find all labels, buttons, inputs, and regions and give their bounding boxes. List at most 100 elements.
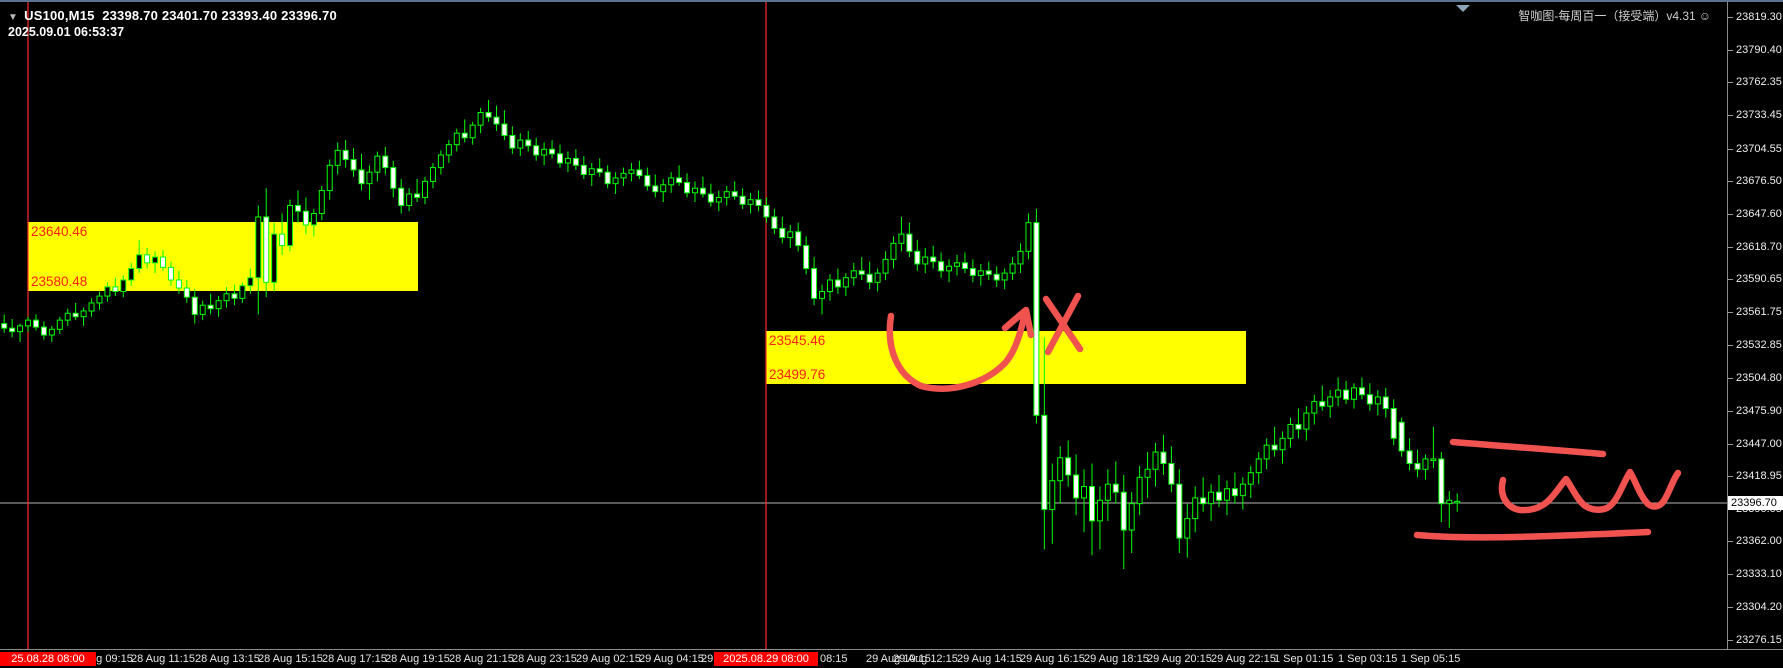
time-axis-label: 29 Aug 14:15 — [957, 653, 1022, 665]
price-axis-label: 23733.45 — [1736, 109, 1782, 121]
time-axis-label: 29 Aug 12:15 — [893, 653, 958, 665]
drawn-arrow-head[interactable] — [1001, 306, 1035, 339]
bull-candle — [1311, 401, 1318, 414]
bear-candle — [144, 254, 151, 264]
bear-candle — [644, 175, 651, 187]
bull-candle — [1263, 444, 1270, 460]
bull-candle — [1025, 222, 1032, 252]
supply-zone-1[interactable] — [28, 222, 418, 291]
bull-candle — [1223, 488, 1230, 501]
bull-candle — [1096, 499, 1103, 522]
bear-candle — [731, 191, 738, 197]
bull-candle — [469, 124, 476, 139]
bull-candle — [128, 268, 135, 281]
bear-candle — [596, 168, 603, 173]
bear-candle — [1033, 222, 1040, 416]
bear-candle — [279, 233, 286, 247]
bear-candle — [1398, 421, 1405, 452]
bull-candle — [898, 233, 905, 244]
bull-candle — [882, 258, 889, 274]
time-axis-label: 29 Aug 10:15 — [866, 653, 931, 665]
bull-candle — [1351, 387, 1357, 400]
bull-candle — [48, 328, 55, 336]
bear-candle — [1168, 463, 1175, 485]
price-axis-label: 23504.80 — [1736, 372, 1782, 384]
bear-candle — [485, 112, 492, 118]
price-tick — [1727, 115, 1733, 116]
bear-candle — [1176, 483, 1183, 539]
bull-candle — [1446, 499, 1453, 505]
smiley-icon[interactable]: ☺ — [1698, 9, 1711, 23]
bear-candle — [183, 287, 190, 298]
drawn-w-squiggle[interactable] — [1498, 468, 1682, 514]
price-axis-label: 23561.75 — [1736, 306, 1782, 318]
symbol-dropdown-icon[interactable]: ▼ — [8, 12, 19, 23]
drawn-x-mark[interactable] — [1044, 292, 1082, 356]
bull-candle — [787, 231, 794, 239]
bear-candle — [1041, 414, 1048, 510]
bear-candle — [993, 273, 1000, 281]
drawn-arrow[interactable] — [886, 312, 1028, 392]
bear-candle — [930, 256, 937, 263]
time-axis-label: 28 Aug 19:15 — [385, 653, 450, 665]
bear-candle — [914, 250, 921, 265]
bull-candle — [588, 168, 595, 175]
symbol-header: ▼ US100,M15 23398.70 23401.70 23393.40 23… — [8, 8, 337, 23]
price-tick — [1727, 640, 1733, 641]
bear-candle — [533, 145, 540, 156]
bear-candle — [572, 157, 579, 166]
bear-candle — [938, 261, 945, 272]
price-tick — [1727, 378, 1733, 379]
bull-candle — [56, 319, 63, 330]
bull-candle — [819, 290, 826, 299]
bull-candle — [1001, 272, 1008, 281]
bear-candle — [1231, 488, 1238, 497]
bull-candle — [445, 144, 452, 156]
bear-candle — [160, 256, 166, 268]
bear-candle — [294, 204, 301, 212]
symbol-timeframe: US100,M15 — [24, 8, 95, 23]
bull-candle — [374, 155, 381, 173]
time-axis-label: 1 Sep 01:15 — [1274, 653, 1334, 665]
time-axis-label: 1 Sep 03:15 — [1338, 653, 1398, 665]
time-axis-label: 08:15 — [820, 653, 848, 665]
price-axis-label: 23418.95 — [1736, 470, 1782, 482]
bull-candle — [152, 256, 159, 264]
price-axis-label: 23647.60 — [1736, 208, 1782, 220]
bull-candle — [1422, 458, 1429, 470]
time-axis-label: 29 Aug 22:15 — [1211, 653, 1276, 665]
price-tick — [1727, 17, 1733, 18]
price-tick — [1727, 181, 1733, 182]
bull-candle — [1247, 472, 1254, 485]
bull-candle — [1430, 458, 1437, 461]
bull-candle — [136, 254, 143, 270]
drawn-upper-line[interactable] — [1449, 438, 1607, 458]
time-axis-label: 28 Aug 15:15 — [258, 653, 323, 665]
time-axis-label: 28 Aug 17:15 — [322, 653, 387, 665]
bull-candle — [96, 295, 103, 304]
bear-candle — [1271, 444, 1278, 451]
bear-candle — [1438, 458, 1445, 505]
bear-candle — [525, 139, 532, 147]
bear-candle — [985, 270, 992, 275]
price-tick — [1727, 345, 1733, 346]
bear-candle — [636, 169, 643, 177]
price-axis-label: 23704.55 — [1736, 143, 1782, 155]
bear-candle — [557, 153, 563, 164]
bull-candle — [1255, 458, 1262, 474]
bear-candle — [858, 270, 865, 275]
zone-bottom-price-label: 23499.76 — [769, 367, 826, 382]
bull-candle — [255, 216, 262, 279]
bear-candle — [175, 279, 182, 289]
bull-candle — [1239, 483, 1246, 497]
bear-candle — [382, 155, 389, 169]
time-axis-label: 28 Aug 11:15 — [131, 653, 196, 665]
bull-candle — [17, 325, 24, 333]
bull-candle — [104, 286, 111, 297]
price-axis-separator — [1727, 2, 1728, 649]
chart-shift-marker-icon[interactable] — [1456, 5, 1470, 12]
drawn-lower-line[interactable] — [1413, 528, 1652, 541]
bull-candle — [1081, 485, 1088, 499]
time-axis-separator — [0, 649, 1783, 650]
